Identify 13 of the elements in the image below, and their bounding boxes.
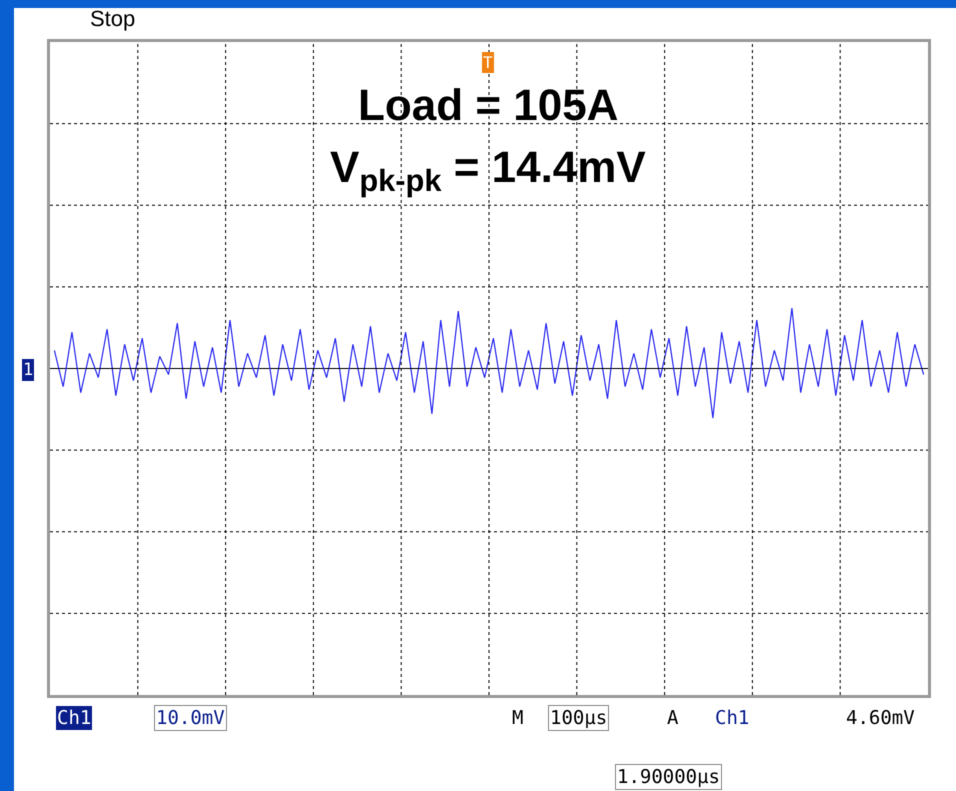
text: 1.90000µs bbox=[617, 766, 720, 788]
text: Load = 105A bbox=[358, 81, 618, 130]
text: 10.0mV bbox=[156, 707, 225, 729]
text: M bbox=[512, 707, 524, 729]
text: T bbox=[483, 53, 493, 72]
text: 100µs bbox=[550, 707, 608, 729]
text: Ch1 bbox=[57, 707, 92, 729]
text: A bbox=[667, 707, 679, 729]
text: V$_{pk-pk}$ = 14.4mV bbox=[330, 143, 646, 198]
text: Ch1 bbox=[715, 707, 750, 729]
text: 4.60mV bbox=[846, 707, 915, 729]
text: 1 bbox=[23, 360, 34, 380]
text: Stop bbox=[90, 6, 136, 31]
